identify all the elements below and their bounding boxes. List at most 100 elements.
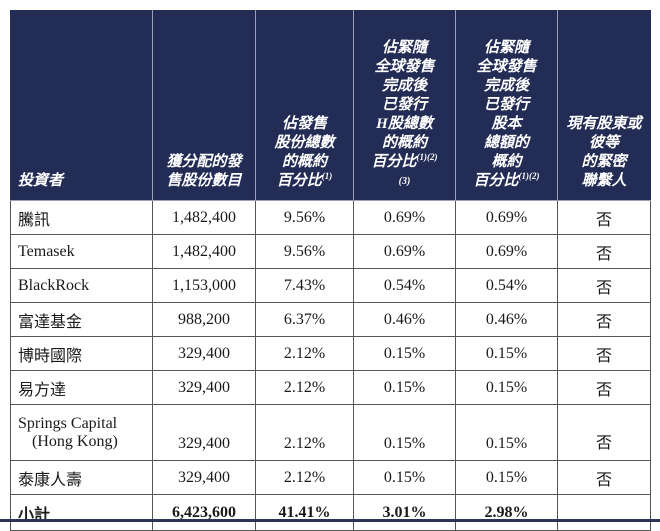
investor-name: Springs Capital (Hong Kong) xyxy=(10,404,153,461)
header-line: 股份總數 xyxy=(274,135,335,151)
header-line: 的概約 xyxy=(381,135,427,151)
table-row-taikang: 泰康人壽 329,400 2.12% 0.15% 0.15% 否 xyxy=(10,460,651,495)
investor-name: Temasek xyxy=(10,234,153,269)
header-line: 的緊密 xyxy=(581,154,627,170)
existing-shareholder-cell: 否 xyxy=(557,234,651,269)
investor-name: 博時國際 xyxy=(10,336,153,371)
pct-offer-cell: 7.43% xyxy=(255,268,354,303)
header-line: 已發行 xyxy=(483,97,529,113)
subtotal-label: 小計 xyxy=(10,494,153,531)
investor-name-line1: Springs Capital xyxy=(18,414,118,432)
pct-offer-cell: 2.12% xyxy=(255,404,354,461)
investor-name: 富達基金 xyxy=(10,302,153,337)
footnote-superscript: (1)(2) xyxy=(416,152,438,162)
investor-name-line2: (Hong Kong) xyxy=(32,432,118,450)
pct-h-shares-cell: 0.15% xyxy=(353,460,456,495)
pct-total-capital-cell: 0.15% xyxy=(455,404,558,461)
subtotal-pct-total-capital-cell: 2.98% xyxy=(455,494,558,531)
pct-h-shares-cell: 0.15% xyxy=(353,404,456,461)
placee-allocation-table: 投資者 獲分配的發 售股份數目 佔發售 股份總數 的概約 百分比(1) 佔緊隨 … xyxy=(10,10,651,531)
footnote-superscript: (1) xyxy=(321,171,333,181)
header-line: 概約 xyxy=(491,154,522,170)
header-line: 百分比(1)(2) xyxy=(473,171,540,190)
shares-cell: 329,400 xyxy=(152,460,256,495)
header-line: 獲分配的發 xyxy=(166,154,242,170)
col-header-shares-allocated: 獲分配的發 售股份數目 xyxy=(152,10,256,201)
header-line: 售股份數目 xyxy=(166,173,242,189)
shares-cell: 329,400 xyxy=(152,370,256,405)
existing-shareholder-cell: 否 xyxy=(557,336,651,371)
header-line: 投資者 xyxy=(18,173,64,189)
pct-offer-cell: 2.12% xyxy=(255,370,354,405)
pct-h-shares-cell: 0.69% xyxy=(353,234,456,269)
table-row-tencent: 騰訊 1,482,400 9.56% 0.69% 0.69% 否 xyxy=(10,200,651,235)
header-line: 聯繫人 xyxy=(581,173,627,189)
footnote-superscript-line: (3) xyxy=(398,176,411,187)
pct-total-capital-cell: 0.15% xyxy=(455,460,558,495)
pct-total-capital-cell: 0.69% xyxy=(455,200,558,235)
pct-total-capital-cell: 0.54% xyxy=(455,268,558,303)
pct-h-shares-cell: 0.69% xyxy=(353,200,456,235)
pct-h-shares-cell: 0.15% xyxy=(353,370,456,405)
header-line: 佔緊隨 xyxy=(483,40,529,56)
header-line: 全球發售 xyxy=(476,59,537,75)
pct-offer-cell: 9.56% xyxy=(255,234,354,269)
col-header-pct-of-h-shares: 佔緊隨 全球發售 完成後 已發行 H股總數 的概約 百分比(1)(2) (3) xyxy=(353,10,456,201)
table-row-efund: 易方達 329,400 2.12% 0.15% 0.15% 否 xyxy=(10,370,651,405)
pct-offer-cell: 2.12% xyxy=(255,336,354,371)
shares-cell: 1,482,400 xyxy=(152,200,256,235)
existing-shareholder-cell: 否 xyxy=(557,268,651,303)
subtotal-pct-offer-cell: 41.41% xyxy=(255,494,354,531)
existing-shareholder-cell: 否 xyxy=(557,404,651,461)
shares-cell: 1,482,400 xyxy=(152,234,256,269)
pct-offer-cell: 9.56% xyxy=(255,200,354,235)
existing-shareholder-cell: 否 xyxy=(557,460,651,495)
shares-cell: 329,400 xyxy=(152,336,256,371)
header-line: 佔發售 xyxy=(281,116,327,132)
header-row: 投資者 獲分配的發 售股份數目 佔發售 股份總數 的概約 百分比(1) 佔緊隨 … xyxy=(10,10,651,201)
pct-offer-cell: 2.12% xyxy=(255,460,354,495)
header-line: 總額的 xyxy=(483,135,529,151)
investor-name: 騰訊 xyxy=(10,200,153,235)
subtotal-shares-cell: 6,423,600 xyxy=(152,494,256,531)
existing-shareholder-cell: 否 xyxy=(557,302,651,337)
investor-name: BlackRock xyxy=(10,268,153,303)
table-body: 騰訊 1,482,400 9.56% 0.69% 0.69% 否 Temasek… xyxy=(10,200,651,531)
col-header-investor: 投資者 xyxy=(10,10,153,201)
existing-shareholder-cell: 否 xyxy=(557,370,651,405)
header-line: 股本 xyxy=(491,116,522,132)
pct-h-shares-cell: 0.54% xyxy=(353,268,456,303)
header-line: H股總數 xyxy=(376,116,433,132)
header-line: 佔緊隨 xyxy=(381,40,427,56)
table-row-temasek: Temasek 1,482,400 9.56% 0.69% 0.69% 否 xyxy=(10,234,651,269)
subtotal-pct-h-shares-cell: 3.01% xyxy=(353,494,456,531)
header-line: 完成後 xyxy=(381,78,427,94)
allocation-table-wrapper: 投資者 獲分配的發 售股份數目 佔發售 股份總數 的概約 百分比(1) 佔緊隨 … xyxy=(10,10,651,531)
investor-name: 泰康人壽 xyxy=(10,460,153,495)
table-header: 投資者 獲分配的發 售股份數目 佔發售 股份總數 的概約 百分比(1) 佔緊隨 … xyxy=(10,10,651,201)
investor-name: 易方達 xyxy=(10,370,153,405)
col-header-existing-shareholder: 現有股東或 彼等 的緊密 聯繫人 xyxy=(557,10,651,201)
header-line: 已發行 xyxy=(381,97,427,113)
col-header-pct-of-offer-shares: 佔發售 股份總數 的概約 百分比(1) xyxy=(255,10,354,201)
header-line: 彼等 xyxy=(588,135,619,151)
pct-total-capital-cell: 0.15% xyxy=(455,336,558,371)
footnote-superscript: (1)(2) xyxy=(518,171,540,181)
header-line: 現有股東或 xyxy=(566,116,642,132)
pct-total-capital-cell: 0.46% xyxy=(455,302,558,337)
pct-total-capital-cell: 0.69% xyxy=(455,234,558,269)
pct-offer-cell: 6.37% xyxy=(255,302,354,337)
header-line: 百分比(1)(2) xyxy=(371,152,438,171)
subtotal-row: 小計 6,423,600 41.41% 3.01% 2.98% xyxy=(10,494,651,531)
shares-cell: 988,200 xyxy=(152,302,256,337)
pct-h-shares-cell: 0.46% xyxy=(353,302,456,337)
col-header-pct-of-total-share-capital: 佔緊隨 全球發售 完成後 已發行 股本 總額的 概約 百分比(1)(2) xyxy=(455,10,558,201)
shares-cell: 1,153,000 xyxy=(152,268,256,303)
subtotal-existing-shareholder-cell xyxy=(557,494,651,531)
header-line: 百分比(1) xyxy=(276,171,333,190)
header-line: 全球發售 xyxy=(374,59,435,75)
shares-cell: 329,400 xyxy=(152,404,256,461)
table-row-bosera: 博時國際 329,400 2.12% 0.15% 0.15% 否 xyxy=(10,336,651,371)
existing-shareholder-cell: 否 xyxy=(557,200,651,235)
header-line: 的概約 xyxy=(281,154,327,170)
